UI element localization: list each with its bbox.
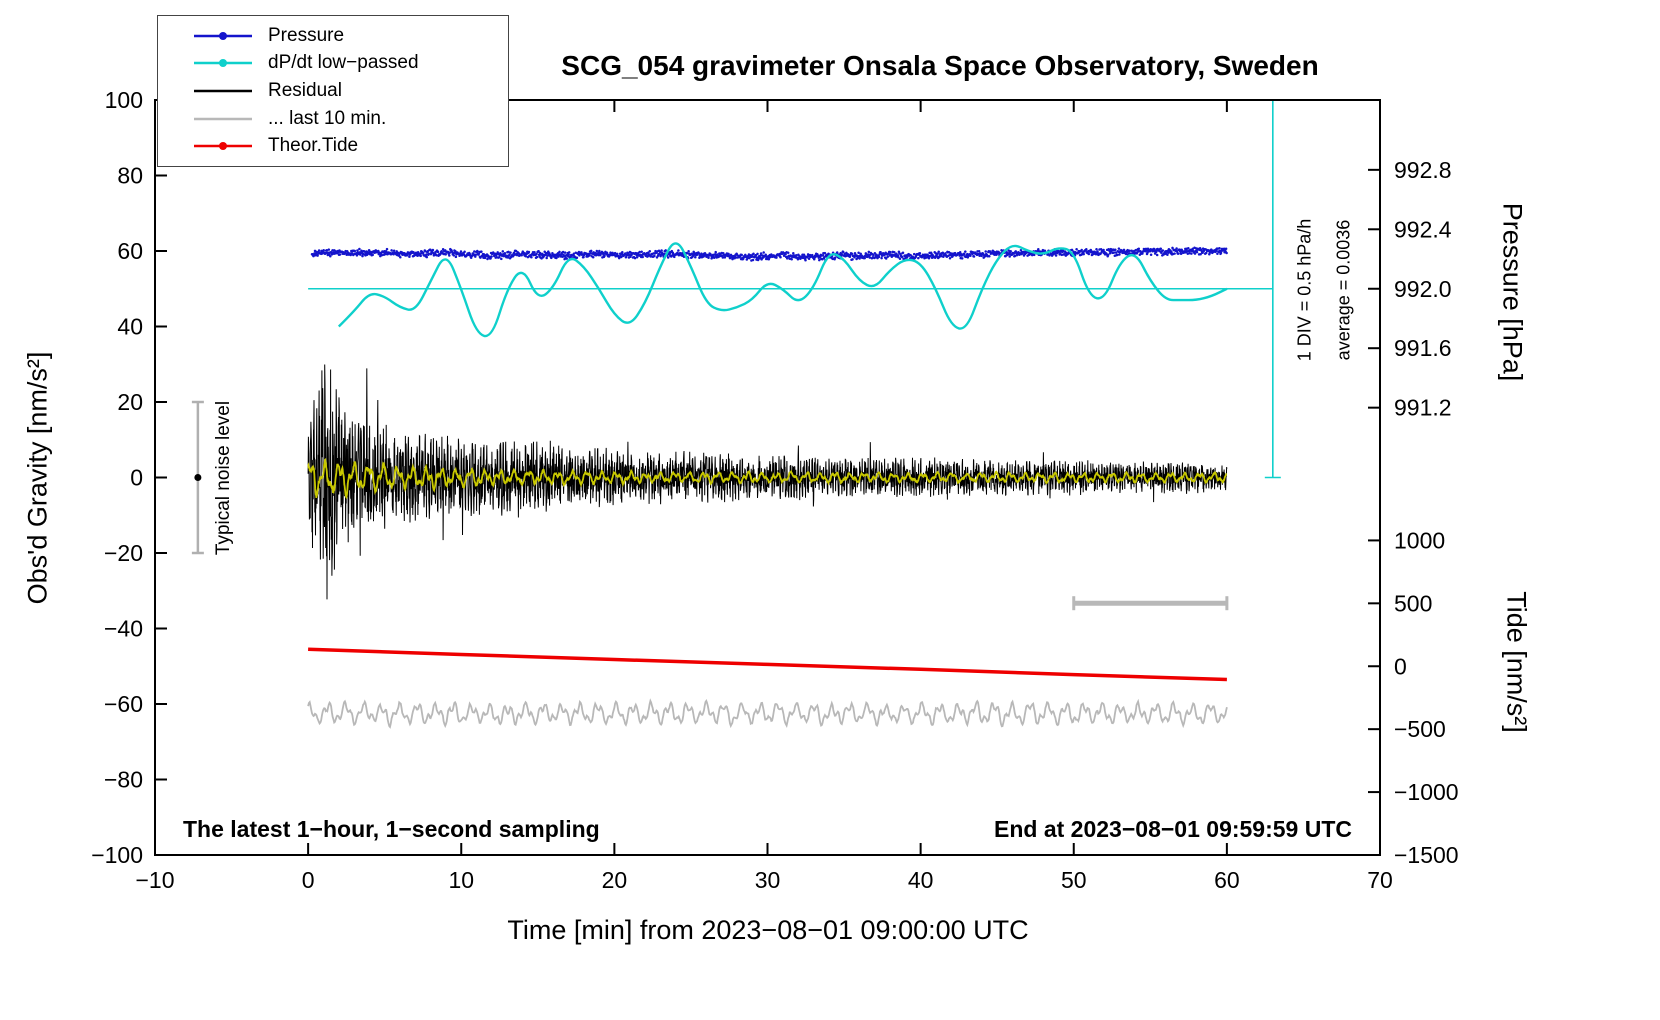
- plot-area: [307, 242, 1228, 729]
- legend-item-0: Pressure: [192, 25, 508, 47]
- series-theor-tide: [308, 647, 1227, 682]
- footer-sampling-note: The latest 1−hour, 1−second sampling: [183, 816, 600, 842]
- tick-label: 40: [908, 867, 934, 893]
- tick-label: −80: [104, 767, 143, 793]
- tick-label: 60: [1214, 867, 1240, 893]
- axis-tick-labels: −10 0 10 20 30 40 50 60 70−100−80−60−40−20020406…: [91, 87, 1458, 893]
- tick-label: 60: [117, 238, 143, 264]
- legend-marker-icon: [194, 117, 252, 120]
- tick-label: −20: [104, 540, 143, 566]
- tick-label: 40: [117, 314, 143, 340]
- tick-label: −1000: [1394, 779, 1459, 805]
- tick-label: 80: [117, 163, 143, 189]
- chart-title: SCG_054 gravimeter Onsala Space Observat…: [561, 50, 1319, 81]
- noise-level-dot: [194, 474, 202, 481]
- legend-marker-icon: [194, 31, 252, 40]
- legend-label: dP/dt low−passed: [268, 52, 419, 74]
- legend-item-3: ... last 10 min.: [192, 108, 508, 130]
- y-axis-label-pressure: Pressure [hPa]: [1497, 202, 1528, 382]
- footer-end-time: End at 2023−08−01 09:59:59 UTC: [994, 816, 1352, 842]
- legend-label: Theor.Tide: [268, 135, 359, 157]
- legend-marker-icon: [194, 89, 252, 93]
- tick-label: 0: [302, 867, 315, 893]
- legend: Pressure dP/dt low−passed Residual ... last…: [157, 15, 509, 167]
- annotation-average: average = 0.0036: [1333, 219, 1354, 361]
- annotation-noise-level: Typical noise level: [213, 400, 234, 556]
- tick-label: −500: [1394, 716, 1446, 742]
- tick-label: −100: [91, 842, 143, 868]
- legend-item-2: Residual: [192, 80, 508, 102]
- tick-label: −10: [135, 867, 174, 893]
- tick-label: −60: [104, 691, 143, 717]
- tick-label: 30: [755, 867, 781, 893]
- legend-label: Residual: [268, 79, 342, 101]
- series-dpdt-lowpassed: [337, 242, 1228, 338]
- tick-label: 100: [105, 87, 143, 113]
- tick-label: 991.6: [1394, 335, 1452, 361]
- series-residual: [307, 364, 1228, 600]
- tick-label: −40: [104, 616, 143, 642]
- tick-label: 992.0: [1394, 276, 1452, 302]
- tick-label: 1000: [1394, 527, 1445, 553]
- tick-label: 50: [1061, 867, 1087, 893]
- tick-label: 20: [117, 389, 143, 415]
- tick-label: 500: [1394, 590, 1432, 616]
- series-last-10-min: [307, 698, 1228, 729]
- y-axis-label-tide: Tide [nm/s²]: [1501, 591, 1532, 733]
- tick-label: 0: [130, 465, 143, 491]
- tick-label: 20: [602, 867, 628, 893]
- legend-marker-icon: [194, 59, 252, 68]
- legend-item-4: Theor.Tide: [192, 135, 508, 157]
- legend-marker-icon: [194, 142, 252, 151]
- x-axis-label: Time [min] from 2023−08−01 09:00:00 UTC: [507, 915, 1029, 945]
- tick-label: −1500: [1394, 842, 1459, 868]
- legend-label: ... last 10 min.: [268, 107, 387, 129]
- tick-label: 992.4: [1394, 216, 1452, 242]
- tick-label: 10: [448, 867, 474, 893]
- tick-label: 70: [1367, 867, 1393, 893]
- tick-label: 992.8: [1394, 157, 1452, 183]
- y-axis-label-left: Obs'd Gravity [nm/s²]: [22, 351, 53, 605]
- annotation-div-scale: 1 DIV = 0.5 hPa/h: [1294, 218, 1315, 362]
- legend-item-1: dP/dt low−passed: [192, 52, 508, 74]
- series-residual-lowpassed: [307, 458, 1228, 500]
- tick-label: 0: [1394, 653, 1407, 679]
- tick-label: 991.2: [1394, 395, 1452, 421]
- noise-level-errorbar: [191, 400, 204, 555]
- legend-label: Pressure: [268, 24, 345, 46]
- scale-bar: [1072, 596, 1229, 611]
